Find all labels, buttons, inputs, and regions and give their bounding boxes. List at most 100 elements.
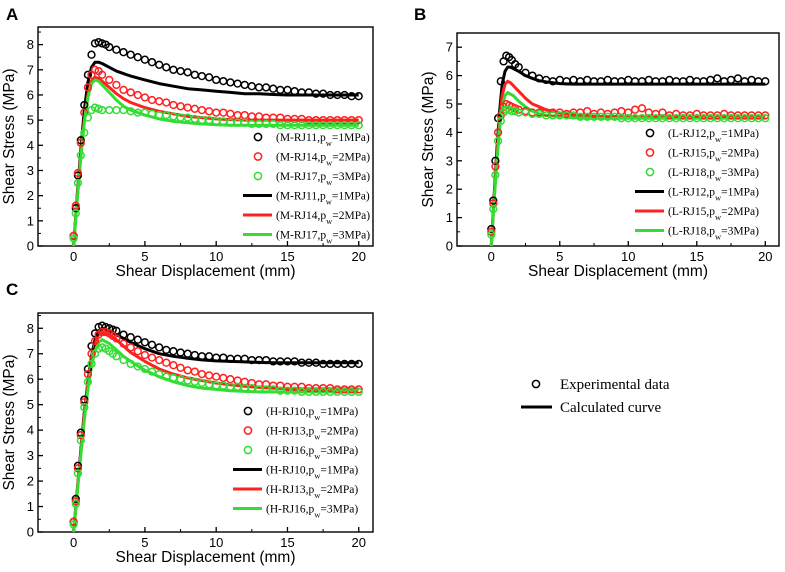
data-point-l-rj12 bbox=[528, 71, 537, 80]
y-tick-label-a: 3 bbox=[27, 163, 34, 178]
legend-label-l-rj18: (L-RJ18,pw=3MPa) bbox=[668, 226, 759, 242]
data-point-m-rj11 bbox=[269, 84, 278, 93]
y-tick-label-c: 1 bbox=[27, 499, 34, 514]
data-point-h-rj13 bbox=[140, 350, 150, 360]
data-point-l-rj18 bbox=[491, 170, 500, 180]
data-point-l-rj18 bbox=[489, 204, 498, 214]
data-point-m-rj11 bbox=[105, 42, 114, 52]
data-point-m-rj17 bbox=[71, 209, 80, 218]
data-point-m-rj14 bbox=[212, 108, 221, 117]
data-point-h-rj10 bbox=[183, 349, 192, 358]
global-legend-label-calculated: Calculated curve bbox=[560, 400, 662, 416]
data-point-m-rj14 bbox=[204, 107, 214, 116]
data-point-l-rj12 bbox=[603, 75, 612, 85]
y-tick-label-a: 6 bbox=[27, 87, 34, 102]
data-point-h-rj13 bbox=[83, 369, 93, 379]
legend-label-m-rj14: (M-RJ14,pw=2MPa) bbox=[276, 210, 370, 226]
data-point-m-rj14 bbox=[105, 75, 114, 85]
y-axis-title-a: Shear Stress (MPa) bbox=[1, 68, 18, 204]
data-point-h-rj13 bbox=[101, 327, 110, 337]
data-point-m-rj11 bbox=[190, 70, 199, 79]
data-point-h-rj10 bbox=[71, 494, 80, 504]
data-point-m-rj11 bbox=[240, 80, 249, 90]
data-point-h-rj10 bbox=[169, 347, 178, 356]
data-point-m-rj11 bbox=[233, 79, 242, 88]
data-point-l-rj18 bbox=[487, 230, 496, 239]
data-point-h-rj16 bbox=[83, 377, 93, 386]
data-point-m-rj11 bbox=[226, 78, 235, 87]
y-tick-label-a: 7 bbox=[27, 62, 34, 77]
data-point-h-rj13 bbox=[87, 349, 96, 358]
legend-marker-points-m-rj11 bbox=[253, 132, 263, 142]
plot-frame-b bbox=[456, 32, 780, 247]
data-point-h-rj10 bbox=[126, 333, 135, 342]
y-tick-label-b: 1 bbox=[446, 210, 453, 225]
data-point-m-rj11 bbox=[126, 50, 135, 59]
data-point-h-rj10 bbox=[162, 345, 171, 355]
data-point-h-rj10 bbox=[140, 338, 150, 347]
data-point-m-rj11 bbox=[140, 55, 150, 64]
data-point-m-rj17 bbox=[83, 113, 93, 122]
data-point-h-rj13 bbox=[126, 343, 135, 352]
data-point-h-rj10 bbox=[119, 330, 128, 339]
data-point-m-rj14 bbox=[73, 168, 83, 178]
data-point-l-rj15 bbox=[658, 108, 667, 117]
data-point-h-rj10 bbox=[76, 428, 85, 437]
x-tick-label-c: 10 bbox=[209, 535, 223, 550]
data-point-l-rj12 bbox=[713, 74, 722, 83]
data-point-m-rj14 bbox=[169, 100, 178, 110]
legend-label-h-rj16: (H-RJ16,pw=3MPa) bbox=[266, 504, 358, 520]
y-tick-label-b: 4 bbox=[446, 125, 453, 140]
data-point-h-rj10 bbox=[80, 395, 89, 404]
legend-label-l-rj18: (L-RJ18,pw=3MPa) bbox=[668, 167, 759, 183]
data-point-h-rj16 bbox=[69, 520, 78, 529]
data-point-l-rj18 bbox=[496, 116, 505, 126]
data-point-h-rj16 bbox=[87, 359, 96, 369]
y-tick-label-b: 7 bbox=[446, 40, 453, 55]
y-axis-title-b: Shear Stress (MPa) bbox=[420, 71, 437, 207]
data-point-h-rj16 bbox=[119, 355, 128, 365]
panel-letter-a: A bbox=[6, 5, 18, 24]
legend-label-l-rj15: (L-RJ15,pw=2MPa) bbox=[668, 148, 759, 164]
y-tick-label-c: 7 bbox=[27, 346, 34, 361]
data-point-m-rj11 bbox=[354, 92, 363, 101]
y-tick-label-c: 6 bbox=[27, 372, 34, 387]
data-point-l-rj18 bbox=[502, 105, 511, 114]
data-point-h-rj13 bbox=[76, 431, 85, 440]
data-point-m-rj11 bbox=[204, 73, 214, 82]
y-tick-label-b: 6 bbox=[446, 68, 453, 83]
data-point-h-rj10 bbox=[147, 340, 157, 349]
x-tick-label-c: 15 bbox=[280, 535, 294, 550]
data-point-m-rj11 bbox=[162, 63, 171, 72]
data-point-h-rj10 bbox=[354, 359, 363, 369]
data-point-m-rj11 bbox=[176, 66, 185, 76]
data-point-m-rj14 bbox=[183, 103, 192, 112]
data-point-l-rj18 bbox=[761, 114, 770, 123]
data-point-m-rj14 bbox=[233, 110, 242, 120]
data-point-m-rj11 bbox=[83, 70, 93, 79]
legend-marker-points-h-rj10 bbox=[243, 406, 253, 416]
x-tick-label-c: 0 bbox=[70, 535, 77, 550]
legend-a: (M-RJ11,pw=1MPa) (M-RJ14,pw=2MPa) (M-RJ17,… bbox=[243, 132, 370, 246]
data-point-l-rj15 bbox=[637, 104, 647, 113]
data-point-h-rj13 bbox=[80, 397, 89, 407]
data-point-m-rj14 bbox=[140, 93, 150, 102]
data-point-m-rj14 bbox=[354, 115, 363, 125]
data-point-h-rj13 bbox=[119, 339, 128, 348]
x-tick-label-a: 15 bbox=[280, 249, 294, 264]
data-point-m-rj11 bbox=[87, 50, 96, 59]
data-point-h-rj13 bbox=[73, 464, 83, 473]
data-point-m-rj14 bbox=[126, 88, 135, 97]
y-tick-label-a: 1 bbox=[27, 213, 34, 228]
y-tick-label-c: 4 bbox=[27, 423, 34, 438]
data-point-m-rj17 bbox=[69, 234, 78, 243]
y-tick-label-b: 0 bbox=[446, 239, 453, 254]
data-point-m-rj11 bbox=[219, 76, 228, 86]
data-point-m-rj11 bbox=[247, 82, 256, 91]
legend-label-m-rj11: (M-RJ11,pw=1MPa) bbox=[276, 132, 370, 148]
y-tick-label-b: 5 bbox=[446, 97, 453, 112]
data-point-h-rj13 bbox=[219, 373, 228, 383]
data-point-m-rj17 bbox=[80, 128, 89, 137]
x-tick-label-b: 5 bbox=[556, 249, 563, 264]
data-point-h-rj13 bbox=[176, 363, 185, 372]
